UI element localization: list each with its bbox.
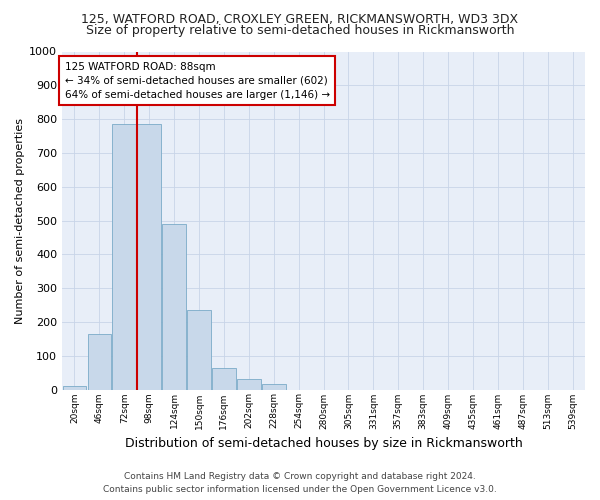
Bar	[137, 124, 161, 390]
Bar	[88, 334, 111, 390]
Bar	[112, 124, 136, 390]
Bar	[162, 224, 186, 390]
Bar	[237, 380, 260, 390]
Bar	[262, 384, 286, 390]
Text: Contains HM Land Registry data © Crown copyright and database right 2024.
Contai: Contains HM Land Registry data © Crown c…	[103, 472, 497, 494]
X-axis label: Distribution of semi-detached houses by size in Rickmansworth: Distribution of semi-detached houses by …	[125, 437, 523, 450]
Y-axis label: Number of semi-detached properties: Number of semi-detached properties	[15, 118, 25, 324]
Bar	[212, 368, 236, 390]
Text: 125 WATFORD ROAD: 88sqm
← 34% of semi-detached houses are smaller (602)
64% of s: 125 WATFORD ROAD: 88sqm ← 34% of semi-de…	[65, 62, 330, 100]
Bar	[62, 386, 86, 390]
Text: Size of property relative to semi-detached houses in Rickmansworth: Size of property relative to semi-detach…	[86, 24, 514, 37]
Text: 125, WATFORD ROAD, CROXLEY GREEN, RICKMANSWORTH, WD3 3DX: 125, WATFORD ROAD, CROXLEY GREEN, RICKMA…	[82, 12, 518, 26]
Bar	[187, 310, 211, 390]
